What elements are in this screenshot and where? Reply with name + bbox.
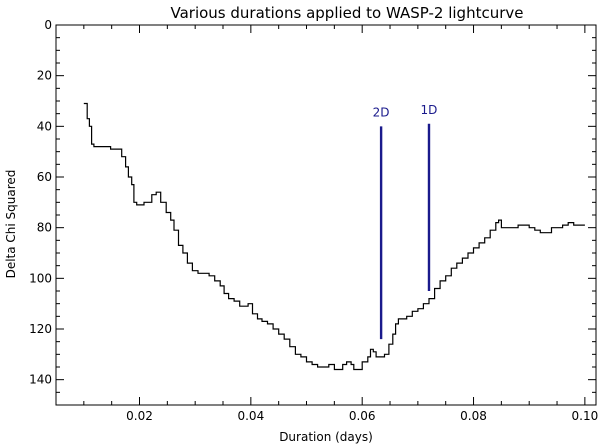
- y-tick-label: 60: [37, 170, 52, 184]
- x-axis-label: Duration (days): [279, 430, 373, 444]
- y-tick-label: 20: [37, 69, 52, 83]
- series-layer: [83, 102, 585, 371]
- y-tick-label: 100: [29, 271, 52, 285]
- y-tick-label: 140: [29, 373, 52, 387]
- duration-marker-label: 2D: [373, 105, 390, 119]
- x-tick-label: 0.08: [460, 409, 487, 423]
- plot-frame: [55, 24, 597, 406]
- y-tick-label: 40: [37, 119, 52, 133]
- x-tick-label: 0.06: [349, 409, 376, 423]
- y-axis-label: Delta Chi Squared: [4, 170, 18, 279]
- y-tick-label: 120: [29, 322, 52, 336]
- x-tick-label: 0.02: [126, 409, 153, 423]
- chart-title: Various durations applied to WASP-2 ligh…: [170, 4, 523, 22]
- ticks-layer: 0.02 0.04 0.06 0.08 0.10 0 20 40 60 80 100 120 140: [29, 18, 598, 423]
- duration-marker-label: 1D: [421, 103, 438, 117]
- y-tick-label: 0: [44, 18, 52, 32]
- series-line: [83, 102, 585, 371]
- y-tick-label: 80: [37, 221, 52, 235]
- x-tick-label: 0.10: [572, 409, 599, 423]
- annotations-layer: 2D 1D: [373, 103, 438, 340]
- x-tick-label: 0.04: [237, 409, 264, 423]
